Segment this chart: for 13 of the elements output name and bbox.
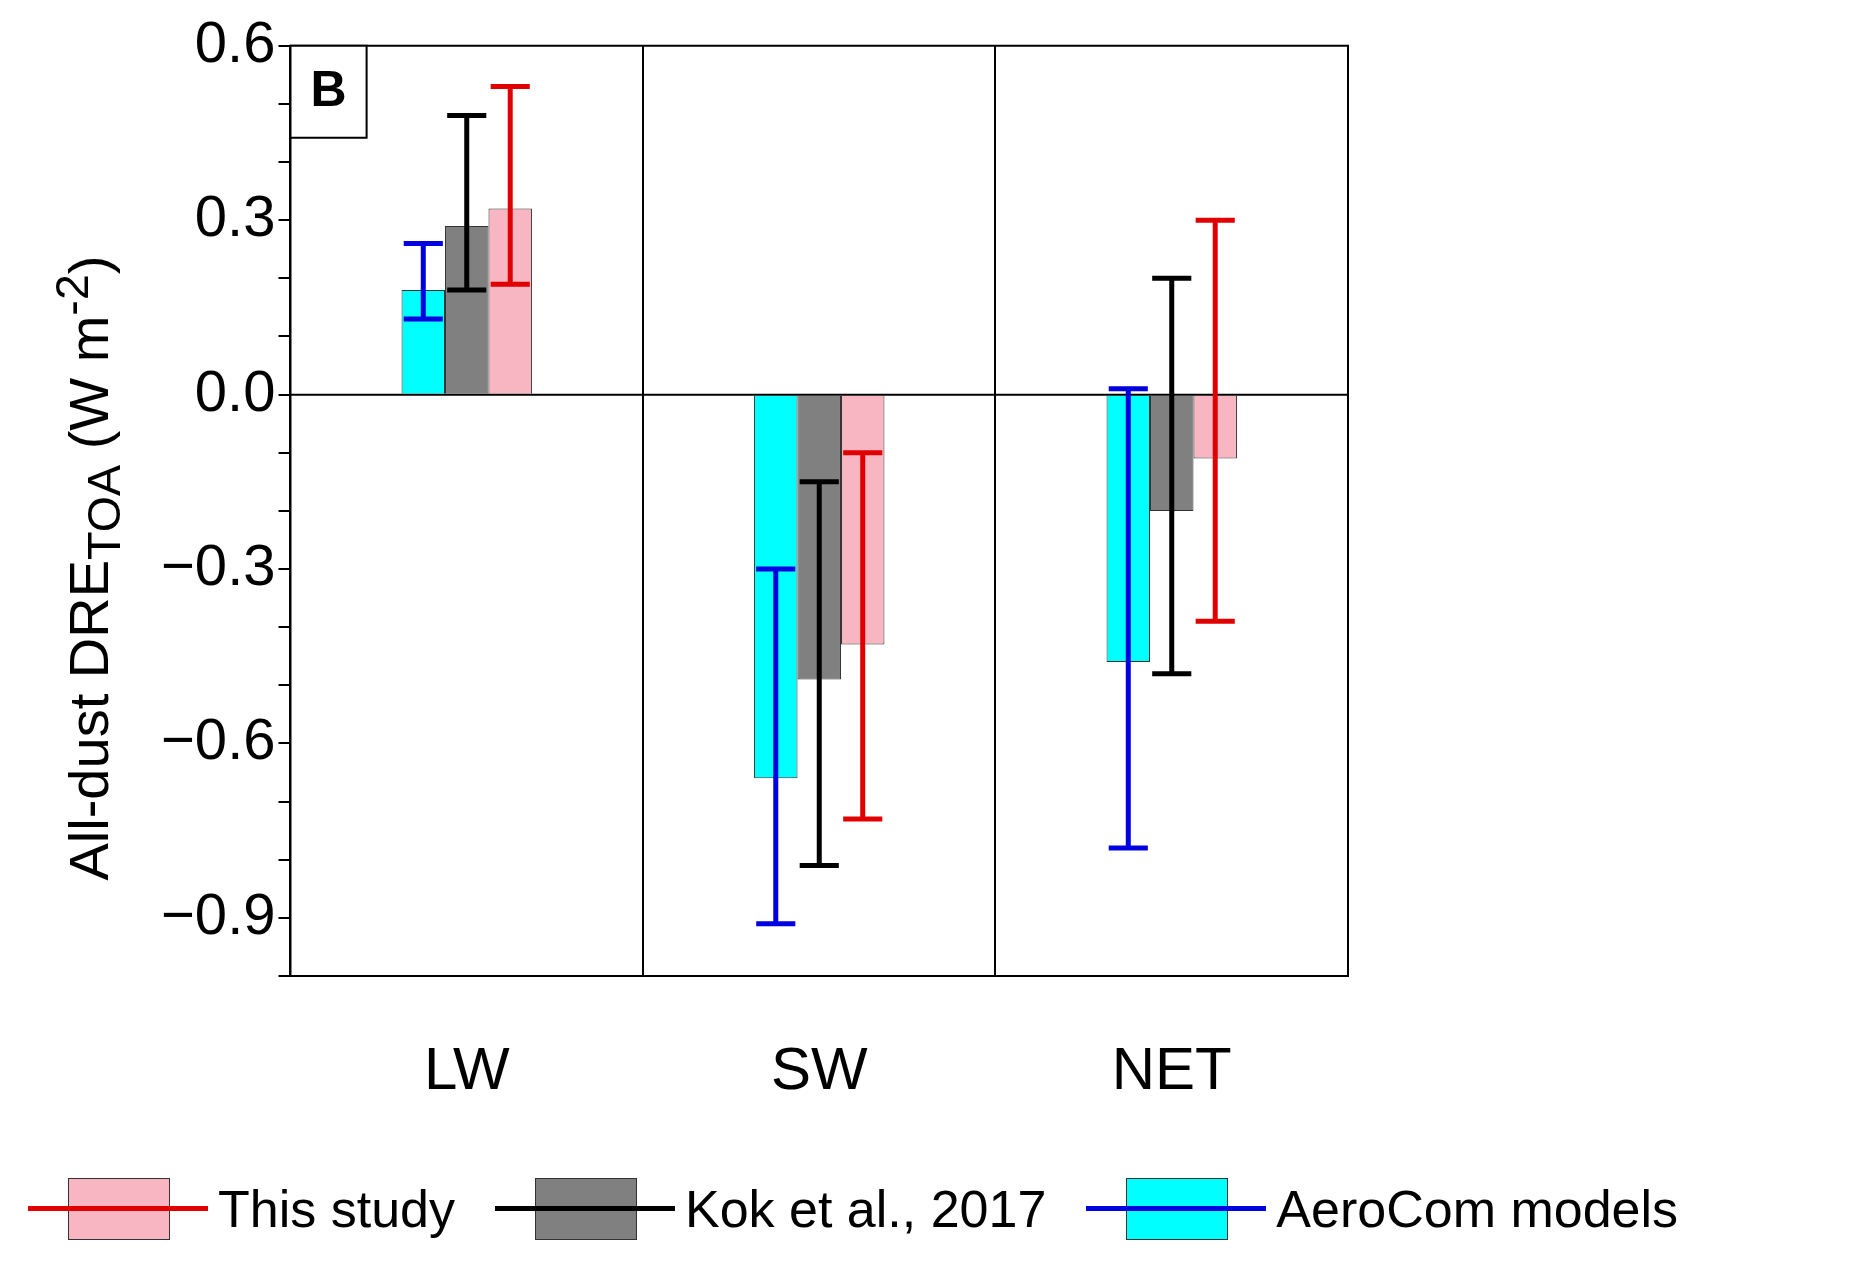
y-tick-label: 0.6 — [194, 8, 276, 74]
y-tick-label: −0.9 — [161, 880, 276, 946]
legend-label: AeroCom models — [1276, 1179, 1679, 1239]
x-tick-label: SW — [770, 1034, 868, 1102]
y-tick-label: 0.3 — [194, 183, 276, 249]
x-tick-label: NET — [1111, 1034, 1232, 1102]
annotation: B — [310, 60, 347, 117]
legend-label: This study — [218, 1179, 455, 1239]
y-tick-label: 0.0 — [194, 357, 276, 423]
y-tick-label: −0.3 — [161, 532, 276, 598]
legend-label: Kok et al., 2017 — [684, 1179, 1047, 1239]
y-tick-label: −0.6 — [161, 706, 276, 772]
x-tick-label: LW — [423, 1034, 510, 1102]
